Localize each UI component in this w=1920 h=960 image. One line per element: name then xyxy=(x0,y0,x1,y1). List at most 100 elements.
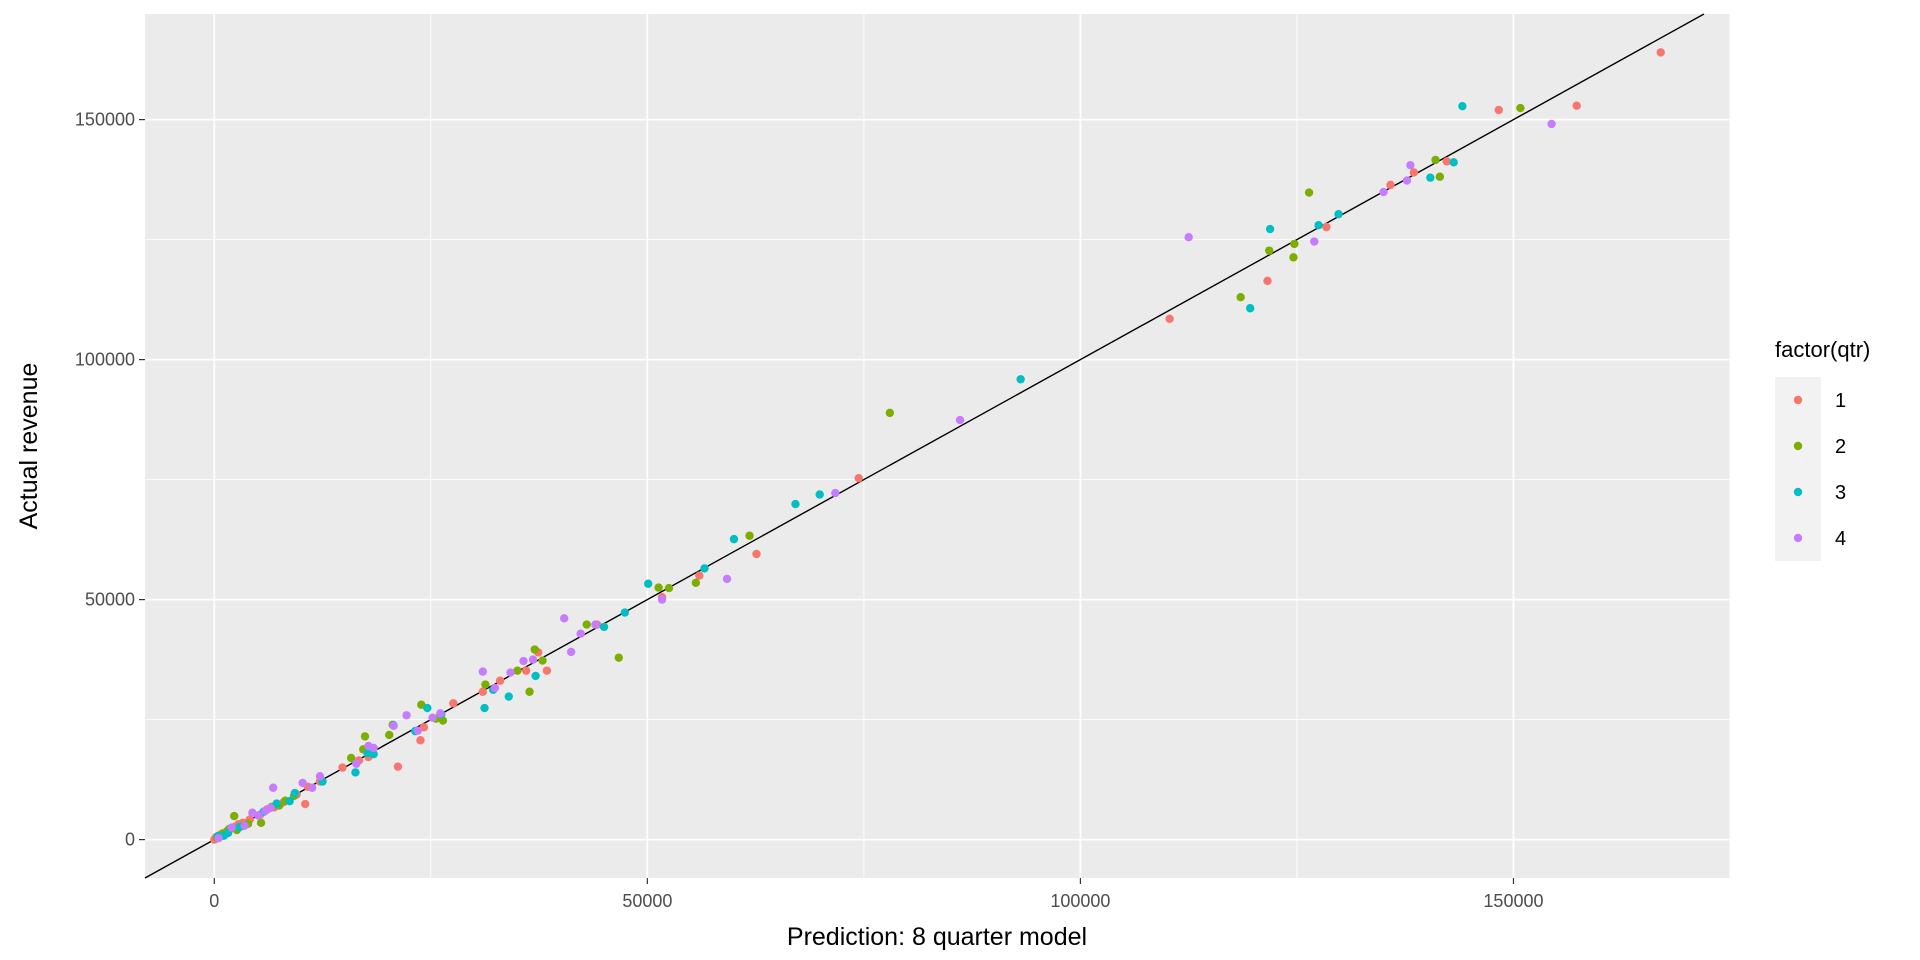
grid-minor xyxy=(145,14,1731,878)
data-point xyxy=(1165,314,1174,323)
data-point xyxy=(530,645,539,654)
data-point xyxy=(519,656,528,666)
data-point xyxy=(230,811,239,821)
legend-items: 1 2 3 4 xyxy=(1793,390,1846,550)
legend-label-3: 3 xyxy=(1835,482,1846,504)
data-point xyxy=(729,534,739,544)
data-point xyxy=(695,571,704,580)
data-point xyxy=(791,499,800,509)
data-point xyxy=(531,671,540,681)
data-point xyxy=(691,578,701,587)
data-point xyxy=(620,608,630,617)
data-point xyxy=(1263,276,1272,286)
data-point xyxy=(1322,222,1331,232)
data-point xyxy=(428,713,437,722)
data-point xyxy=(1265,224,1275,234)
data-point xyxy=(599,622,609,632)
y-axis-title: Actual revenue xyxy=(15,363,43,530)
legend-key-background xyxy=(1775,377,1821,561)
x-tick-label: 0 xyxy=(209,891,219,911)
series-4 xyxy=(214,119,1556,843)
legend-label-1: 1 xyxy=(1835,390,1846,412)
data-point xyxy=(214,833,223,843)
data-point xyxy=(542,666,552,675)
data-point xyxy=(1245,304,1255,313)
data-point xyxy=(538,656,547,665)
data-point xyxy=(290,788,300,798)
data-point xyxy=(657,595,667,604)
data-point xyxy=(1406,161,1415,170)
data-point xyxy=(1314,221,1323,230)
data-point xyxy=(614,653,623,662)
data-point xyxy=(955,415,965,425)
data-point xyxy=(268,783,278,792)
axis-ticks: 0 50000 100000 150000 0 50000 100000 150000 xyxy=(75,110,1544,911)
series-3 xyxy=(213,101,1467,841)
data-point xyxy=(576,629,585,638)
data-point xyxy=(346,753,356,763)
data-point xyxy=(393,762,403,771)
x-tick-label: 100000 xyxy=(1050,891,1110,911)
data-point xyxy=(478,687,487,696)
data-point xyxy=(582,620,591,629)
data-point xyxy=(478,667,487,676)
data-point xyxy=(449,699,458,708)
data-point xyxy=(416,736,425,745)
y-tick-label: 150000 xyxy=(75,110,135,130)
data-point xyxy=(591,620,600,629)
data-point xyxy=(1449,158,1458,167)
data-point xyxy=(722,574,732,584)
data-point xyxy=(1442,157,1451,166)
data-point xyxy=(240,821,249,830)
data-point xyxy=(654,583,663,592)
data-point xyxy=(1184,233,1193,242)
legend-label-2: 2 xyxy=(1835,436,1846,458)
data-point xyxy=(1494,105,1503,115)
plot-panel xyxy=(145,14,1730,878)
data-point xyxy=(664,583,674,593)
data-point xyxy=(338,763,347,772)
data-point xyxy=(528,655,538,664)
data-point xyxy=(272,799,281,808)
y-tick-label: 0 xyxy=(125,830,135,850)
data-point xyxy=(1386,180,1395,190)
data-point xyxy=(436,709,445,718)
data-point xyxy=(1572,101,1581,110)
grid-major xyxy=(145,14,1730,878)
data-point xyxy=(1656,48,1665,57)
legend-title: factor(qtr) xyxy=(1775,337,1870,362)
y-tick-label: 50000 xyxy=(85,590,135,610)
data-point xyxy=(1265,246,1274,255)
data-point xyxy=(360,732,370,741)
data-point xyxy=(1409,168,1419,177)
x-tick-label: 50000 xyxy=(622,891,672,911)
data-point xyxy=(307,783,317,792)
legend: factor(qtr) 1 2 3 4 xyxy=(1775,337,1870,561)
data-point xyxy=(1516,103,1525,113)
data-point xyxy=(521,666,531,675)
data-point xyxy=(298,778,307,788)
data-point xyxy=(495,676,505,685)
data-point xyxy=(644,579,653,588)
data-point xyxy=(854,473,863,483)
x-tick-label: 150000 xyxy=(1483,891,1543,911)
legend-key-4 xyxy=(1793,533,1803,543)
data-point xyxy=(301,799,310,809)
data-point xyxy=(266,803,275,813)
data-point xyxy=(385,730,394,740)
data-point xyxy=(700,564,709,573)
data-point xyxy=(1426,173,1435,182)
data-point xyxy=(480,703,489,713)
data-point xyxy=(1547,119,1556,129)
data-point xyxy=(315,772,325,781)
data-point xyxy=(256,818,266,827)
data-point xyxy=(481,680,490,689)
data-point xyxy=(1310,237,1319,246)
data-point xyxy=(490,683,500,693)
legend-key-3 xyxy=(1793,487,1803,497)
reference-line-layer xyxy=(144,13,1705,879)
data-point xyxy=(1334,209,1343,219)
data-point xyxy=(369,743,378,753)
data-point xyxy=(745,531,754,540)
